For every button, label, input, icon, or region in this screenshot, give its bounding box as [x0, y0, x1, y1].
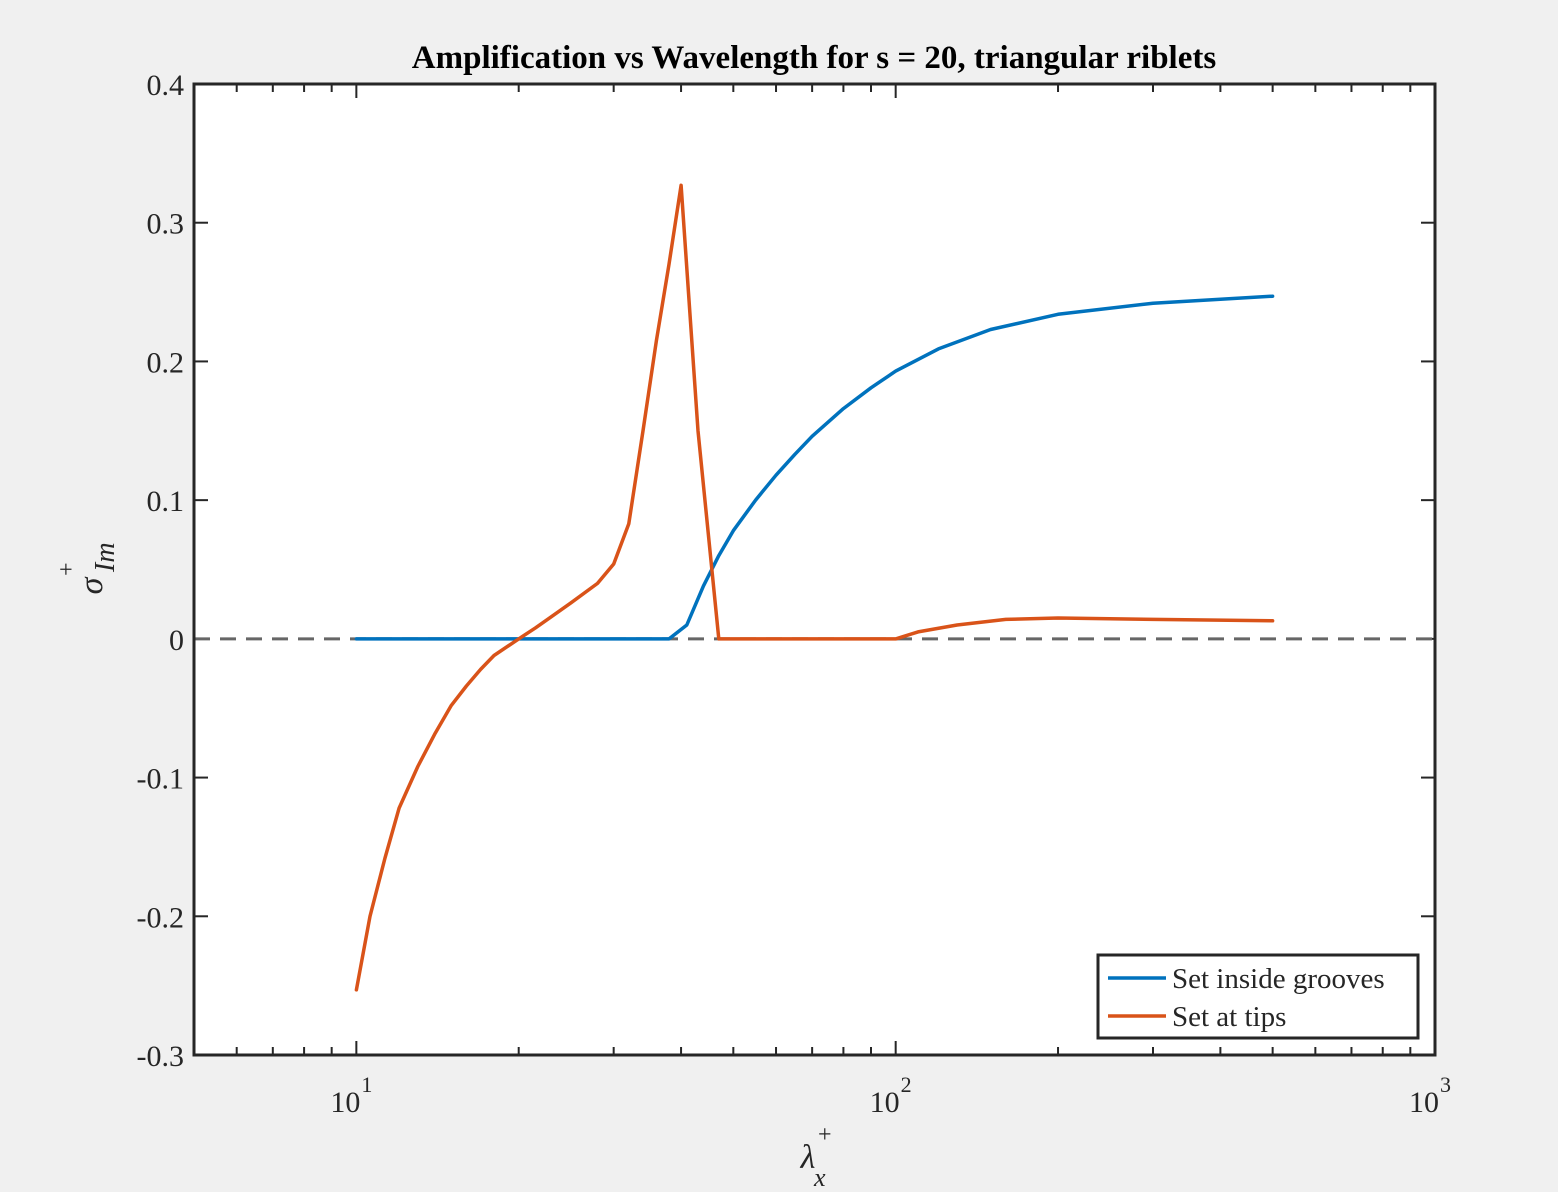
x-axis-label-base: λ — [800, 1139, 816, 1176]
axes-box — [192, 82, 1437, 1057]
y-axis-label-sup: + — [54, 562, 80, 576]
x-axis-label-sup: + — [818, 1122, 832, 1148]
x-tick-label-exp: 2 — [901, 1072, 912, 1097]
x-tick-label-base: 10 — [330, 1086, 360, 1119]
y-axis-label-sub: Im — [90, 542, 121, 573]
y-axis-label: σ + Im — [54, 542, 121, 594]
x-tick-label-base: 10 — [1409, 1086, 1439, 1119]
y-tick-labels: -0.3 -0.2 -0.1 0 0.1 0.2 0.3 0.4 — [137, 69, 185, 1073]
y-tick-label: -0.1 — [137, 763, 185, 796]
series-line-set-at-tips — [354, 183, 1275, 992]
legend-label-at-tips: Set at tips — [1172, 1001, 1286, 1033]
y-tick-label: -0.3 — [137, 1040, 185, 1073]
y-tick-label: 0.2 — [147, 346, 185, 379]
y-tick-label: -0.2 — [137, 901, 185, 934]
y-tick-label: 0.4 — [147, 69, 185, 102]
x-tick-label-base: 10 — [870, 1086, 900, 1119]
y-tick-label: 0.3 — [147, 208, 185, 241]
x-tick-label-exp: 1 — [361, 1072, 372, 1097]
x-tick-label-exp: 3 — [1440, 1072, 1451, 1097]
x-tick-label: 102 — [870, 1072, 912, 1119]
x-axis-label-sub: x — [813, 1163, 826, 1192]
series-lines — [354, 183, 1275, 992]
y-tick-label: 0 — [169, 624, 184, 657]
legend: Set inside grooves Set at tips — [1096, 953, 1420, 1040]
x-tick-label: 101 — [330, 1072, 372, 1119]
y-tick-label: 0.1 — [147, 485, 185, 518]
legend-label-inside-grooves: Set inside grooves — [1172, 963, 1385, 995]
x-tick-label: 103 — [1409, 1072, 1451, 1119]
x-axis-label: λ + x — [800, 1122, 832, 1192]
plot-area — [194, 84, 1435, 1055]
legend-box — [1096, 953, 1420, 1040]
y-axis-label-base: σ — [73, 576, 110, 594]
series-line-set-inside-grooves — [354, 294, 1275, 641]
chart-title: Amplification vs Wavelength for s = 20, … — [412, 40, 1217, 76]
